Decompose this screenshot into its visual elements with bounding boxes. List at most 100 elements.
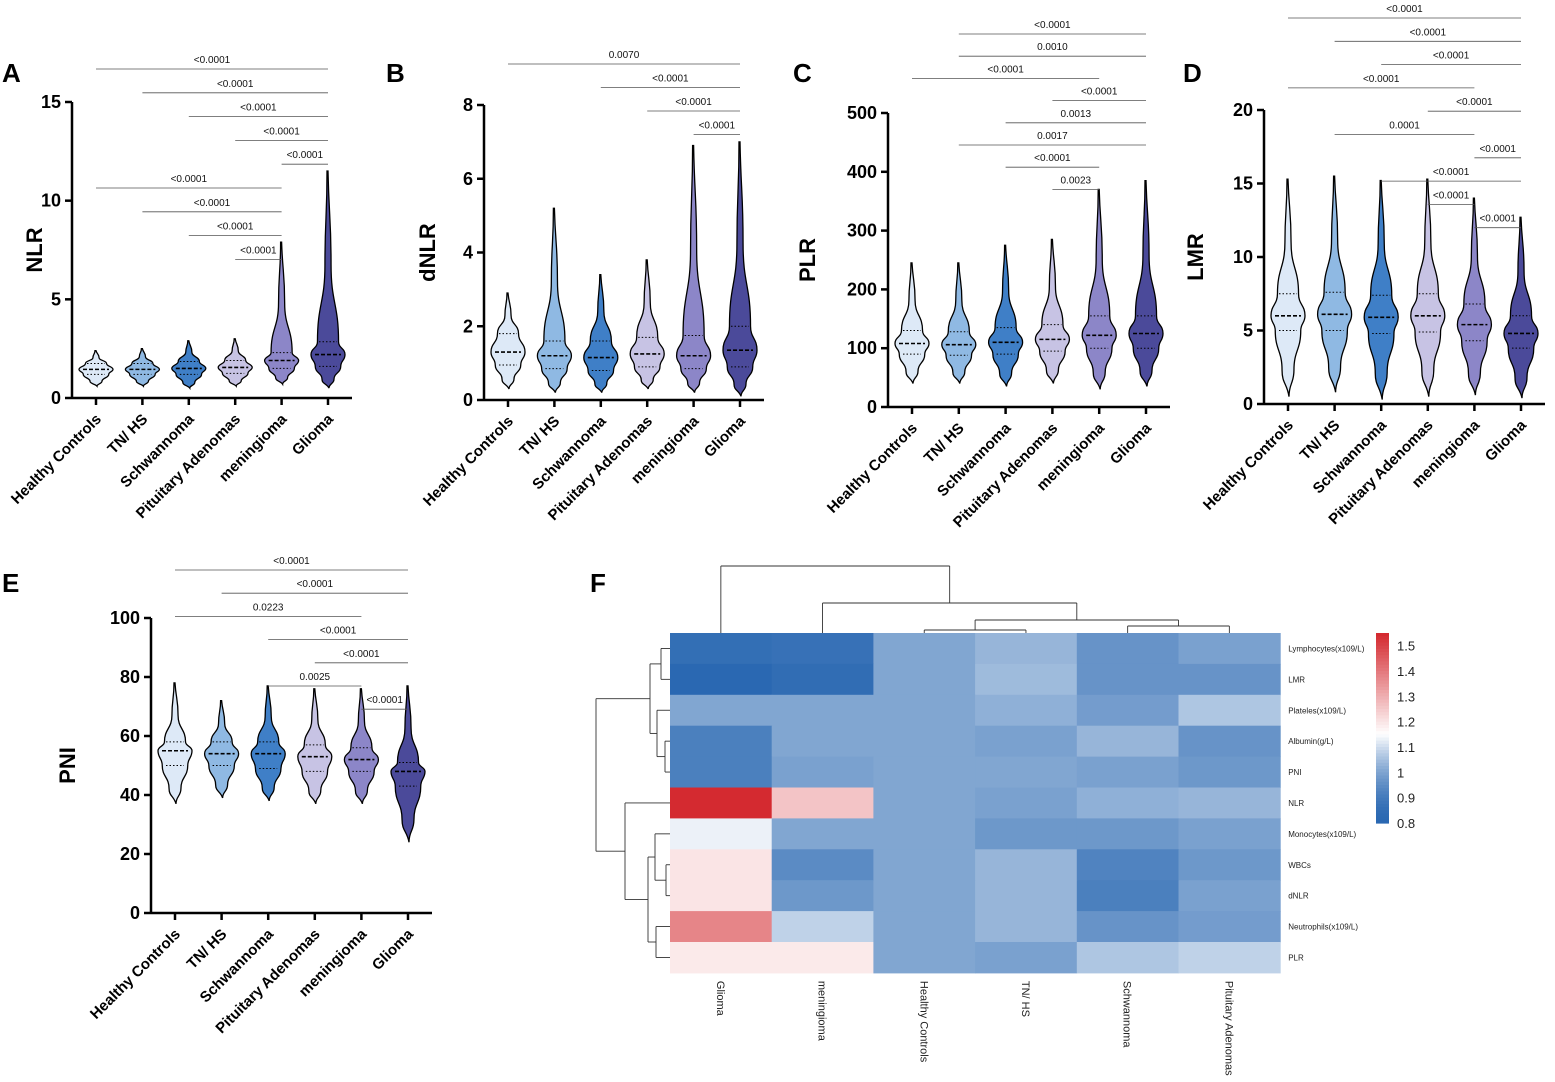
p-value-label: 0.0025 — [300, 672, 331, 683]
violin-6 — [310, 170, 346, 389]
y-tick-label: 100 — [847, 338, 877, 358]
p-value-label: <0.0001 — [1386, 4, 1423, 15]
x-category-label: Glioma — [1107, 419, 1155, 467]
heatmap-cell — [670, 663, 773, 696]
colorbar-segment — [1376, 674, 1389, 678]
violin-4 — [217, 338, 253, 389]
p-value-label: <0.0001 — [343, 649, 380, 660]
heatmap-cell — [975, 849, 1078, 881]
y-tick-label: 20 — [1233, 100, 1253, 120]
p-value-label: <0.0001 — [1433, 51, 1470, 62]
x-category-label: Healthy Controls — [87, 926, 184, 1023]
colorbar-segment — [1376, 800, 1389, 805]
p-value-label: <0.0001 — [297, 579, 334, 590]
heatmap-cell — [873, 633, 976, 665]
heatmap-cell — [1178, 663, 1281, 696]
y-tick-label: 0 — [130, 903, 140, 923]
heatmap-cell — [670, 818, 773, 850]
colorbar-segment — [1376, 819, 1389, 824]
heatmap-cell — [1178, 725, 1281, 758]
violin-5 — [343, 688, 380, 805]
colorbar-segment — [1376, 762, 1389, 767]
heatmap-column-label: Healthy Controls — [917, 981, 929, 1063]
colorbar-segment — [1376, 750, 1389, 754]
p-value-label: <0.0001 — [287, 150, 324, 161]
heatmap-cell — [975, 756, 1078, 788]
heatmap-cell — [771, 911, 874, 943]
p-value-label: 0.0017 — [1037, 131, 1068, 142]
heatmap-cell — [873, 756, 976, 788]
p-value-label: <0.0001 — [194, 55, 231, 66]
x-category-label: Healthy Controls — [824, 420, 921, 517]
y-tick-label: 6 — [463, 169, 473, 189]
y-tick-label: 10 — [41, 191, 61, 211]
p-value-label: 0.0223 — [253, 602, 284, 613]
heatmap-row-label: Plateles(x109/L) — [1288, 706, 1346, 715]
y-tick-label: 100 — [110, 608, 140, 628]
violin-1 — [78, 349, 114, 388]
p-value-label: 0.0023 — [1061, 175, 1092, 186]
p-value-label: <0.0001 — [217, 222, 254, 233]
violin-3 — [250, 685, 286, 802]
colorbar-segment — [1376, 756, 1389, 761]
heatmap-cell — [1178, 818, 1281, 850]
heatmap-cell — [975, 663, 1078, 696]
y-tick-label: 0 — [463, 390, 473, 410]
heatmap-cell — [975, 633, 1078, 665]
violin-5 — [263, 241, 300, 387]
heatmap-cell — [1076, 849, 1179, 881]
p-value-label: <0.0001 — [1034, 20, 1071, 31]
heatmap-cell — [873, 663, 976, 696]
colorbar-segment — [1376, 747, 1389, 751]
p-value-label: <0.0001 — [273, 556, 310, 567]
colorbar-segment — [1376, 693, 1389, 697]
heatmap-cell — [1076, 942, 1179, 974]
p-value-label: <0.0001 — [1034, 153, 1071, 164]
colorbar-tick-label: 1.5 — [1397, 639, 1415, 654]
heatmap-cell — [1076, 911, 1179, 943]
p-value-label: <0.0001 — [1081, 87, 1118, 98]
colorbar-segment — [1376, 740, 1389, 745]
heatmap-row-label: Lymphocytes(x109/L) — [1288, 644, 1365, 653]
colorbar-tick-label: 0.9 — [1397, 791, 1415, 806]
y-tick-label: 2 — [463, 316, 473, 336]
p-value-label: <0.0001 — [1433, 190, 1470, 201]
violin-3 — [171, 340, 207, 391]
heatmap-cell — [670, 911, 773, 943]
panel-c: C 0 100 200 300 400 500 PLR Healthy Controls TN/… — [793, 20, 1170, 531]
heatmap-column-label: meningioma — [816, 981, 828, 1042]
colorbar-segment — [1376, 715, 1389, 720]
colorbar-segment — [1376, 753, 1389, 758]
violin-3 — [987, 244, 1024, 387]
panel-label-c: C — [793, 58, 812, 88]
heatmap-cell — [1178, 880, 1281, 912]
p-value-label: <0.0001 — [171, 174, 208, 185]
y-tick-label: 60 — [120, 726, 140, 746]
heatmap-cell — [1076, 663, 1179, 696]
violin-3 — [1363, 179, 1399, 400]
colorbar-segment — [1376, 677, 1389, 682]
y-tick-label: 10 — [1233, 247, 1253, 267]
colorbar-tick-label: 1.4 — [1397, 664, 1415, 679]
y-tick-label: 5 — [1243, 321, 1253, 341]
heatmap-cell — [670, 725, 773, 758]
y-tick-label: 20 — [120, 844, 140, 864]
colorbar-segment — [1376, 743, 1389, 748]
x-category-label: Glioma — [289, 410, 337, 458]
heatmap-cell — [975, 942, 1078, 974]
y-tick-label: 400 — [847, 162, 877, 182]
x-category-label: Glioma — [701, 412, 749, 460]
colorbar-segment — [1376, 652, 1389, 656]
colorbar-tick-label: 1.2 — [1397, 715, 1415, 730]
colorbar-segment — [1376, 645, 1389, 650]
p-value-label: <0.0001 — [652, 74, 689, 85]
p-value-label: <0.0001 — [263, 126, 300, 137]
heatmap-cell — [1076, 818, 1179, 850]
panel-label-b: B — [386, 58, 405, 88]
heatmap-row-label: Albumin(g/L) — [1288, 737, 1334, 746]
heatmap-cell — [1076, 756, 1179, 788]
violin-2 — [124, 348, 161, 388]
colorbar-tick-label: 0.8 — [1397, 816, 1415, 831]
